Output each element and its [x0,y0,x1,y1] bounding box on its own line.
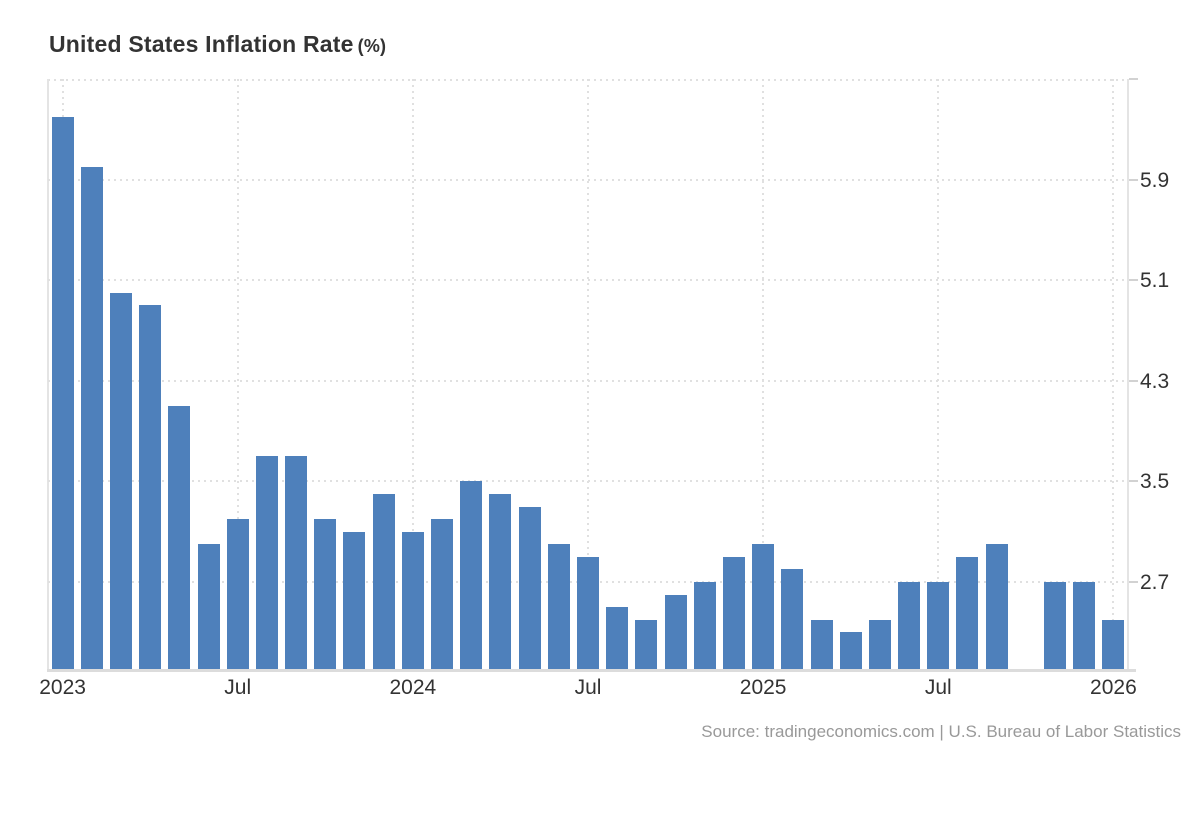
y-axis-tick [1129,279,1138,282]
bar-2025-07[interactable] [927,581,950,670]
x-gridline-jul [236,79,239,670]
bar-2024-04[interactable] [489,493,512,670]
bar-2023-05[interactable] [168,405,191,670]
bar-2024-11[interactable] [693,581,716,670]
source-attribution: Source: tradingeconomics.com | U.S. Bure… [701,722,1181,741]
x-axis-label-2026: 2026 [1090,676,1137,699]
y-axis-label-2.7: 2.7 [1140,570,1170,594]
bar-2023-09[interactable] [285,456,308,670]
bar-2024-02[interactable] [431,519,454,670]
bar-2024-09[interactable] [635,619,658,670]
bar-2025-11[interactable] [1044,581,1067,670]
x-axis-label-2025: 2025 [739,676,787,699]
x-gridline-2024 [411,79,414,670]
bar-2026-01[interactable] [1102,619,1125,670]
y-axis-label-5.9: 5.9 [1140,168,1170,192]
bar-2025-01[interactable] [752,544,775,670]
y-axis-right-border [1127,79,1129,670]
x-axis-label-2023: 2023 [39,676,86,699]
x-gridline-2025 [762,79,765,670]
y-axis-label-4.3: 4.3 [1140,369,1170,393]
bar-2024-07[interactable] [577,556,599,670]
x-gridline-jul [587,79,589,670]
bar-2023-03[interactable] [109,292,132,670]
x-axis-label-jul: Jul [574,676,602,699]
bar-2023-11[interactable] [343,531,366,670]
bar-2023-12[interactable] [372,493,395,670]
bar-2024-03[interactable] [460,481,483,670]
bar-2025-12[interactable] [1073,581,1096,670]
bar-2024-08[interactable] [606,607,629,670]
bar-2024-12[interactable] [722,556,745,670]
x-gridline-jul [937,79,940,670]
x-axis-line [47,669,1136,672]
x-axis-label-2024: 2024 [389,676,437,699]
y-axis-tick [1129,379,1138,382]
bar-2023-02[interactable] [80,167,103,670]
bar-2025-08[interactable] [956,556,979,670]
bar-2023-06[interactable] [197,544,220,670]
y-axis-label-3.5: 3.5 [1140,470,1170,494]
y-axis-left-border [47,79,49,670]
chart-title: United States Inflation Rate (%) [49,31,386,58]
bar-2025-04[interactable] [839,632,862,670]
bar-2024-01[interactable] [401,531,424,670]
bar-2024-06[interactable] [547,544,570,670]
y-axis-tick [1129,178,1138,181]
bar-2025-03[interactable] [810,619,833,670]
bar-2024-10[interactable] [664,594,687,670]
chart-title-unit: (%) [357,36,387,56]
y-axis-tick [1129,580,1138,583]
chart-title-text: United States Inflation Rate [49,31,354,57]
x-gridline-2026 [1112,79,1115,670]
bar-2025-05[interactable] [868,619,891,670]
x-axis-label-jul: Jul [224,676,252,699]
bar-2023-07[interactable] [226,519,249,670]
bar-2025-09[interactable] [985,544,1008,670]
bar-2024-05[interactable] [518,506,541,670]
y-axis-tick [1129,480,1138,483]
y-axis-label-5.1: 5.1 [1140,269,1170,293]
bar-2025-02[interactable] [781,569,804,670]
x-axis-label-jul: Jul [924,676,952,699]
bar-2023-04[interactable] [139,305,162,670]
bar-2023-10[interactable] [314,519,337,670]
plot-area [47,79,1129,670]
bar-2023-01[interactable] [51,116,74,670]
bar-2025-06[interactable] [898,581,921,670]
bar-2023-08[interactable] [255,456,278,670]
y-axis-tick [1129,78,1138,80]
